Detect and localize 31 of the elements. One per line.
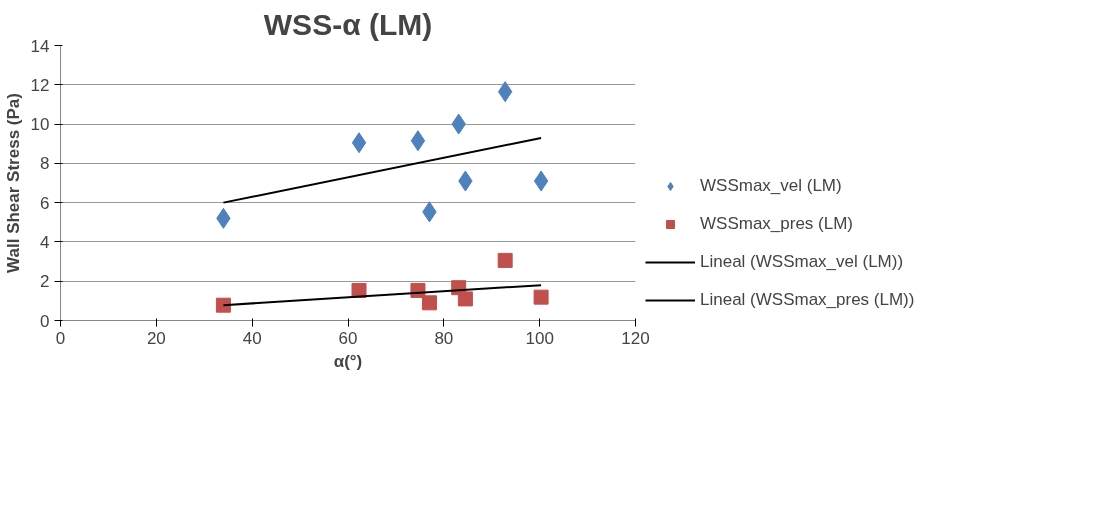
x-tick-label: 20 (146, 328, 166, 348)
legend-label: Lineal (WSSmax_vel (LM)) (700, 252, 904, 272)
legend-label: WSSmax_vel (LM) (700, 176, 842, 196)
y-tick-label: 4 (40, 232, 50, 252)
chart-title: WSS-α (LM) (263, 7, 433, 41)
x-tick-label: 100 (525, 328, 554, 348)
point (421, 295, 437, 311)
point (457, 291, 473, 307)
point (497, 252, 513, 268)
point (410, 130, 426, 152)
y-axis-title: Wall Shear Stress (Pa) (3, 93, 23, 273)
point (351, 282, 367, 298)
x-axis-title: α(°) (333, 351, 363, 371)
y-tick-label: 10 (30, 115, 50, 135)
x-tick-label: 60 (338, 328, 358, 348)
x-tick-label: 80 (434, 328, 454, 348)
x-tick-label: 0 (55, 328, 66, 348)
y-tick-label: 6 (40, 193, 50, 213)
y-tick-label: 0 (40, 311, 50, 331)
y-tick-label: 2 (40, 272, 50, 292)
point (351, 132, 367, 154)
x-tick-label: 120 (621, 328, 650, 348)
y-tick-label: 12 (30, 75, 50, 95)
legend-label: WSSmax_pres (LM) (700, 214, 854, 234)
x-tick-label: 40 (242, 328, 262, 348)
y-tick-label: 8 (40, 154, 50, 174)
y-tick-label: 14 (30, 36, 50, 56)
point (215, 297, 231, 313)
point (533, 289, 549, 305)
point (533, 170, 549, 192)
legend-label: Lineal (WSSmax_pres (LM)) (700, 290, 915, 310)
